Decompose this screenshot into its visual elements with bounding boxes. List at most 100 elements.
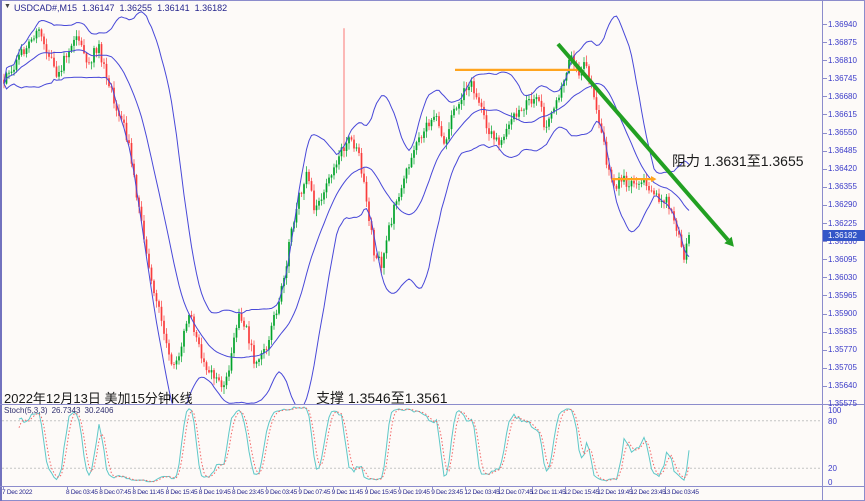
drawing-objects[interactable] xyxy=(455,42,734,247)
resistance-annotation: 阻力 1.3631至1.3655 xyxy=(672,153,804,169)
price-axis-label: 1.36030 xyxy=(828,272,857,282)
price-axis-label: 1.36420 xyxy=(828,164,857,174)
price-axis-label: 1.36680 xyxy=(828,91,857,101)
time-axis-tick xyxy=(399,487,400,490)
time-axis-label: 8 Dec 07:45 xyxy=(99,489,131,496)
price-axis-tick xyxy=(823,259,827,261)
stoch-scale-label: 0 xyxy=(828,478,833,487)
price-axis-label: 1.35640 xyxy=(828,381,857,391)
stoch-d-value: 30.2406 xyxy=(84,406,114,415)
time-axis-label: 12 Dec 11:45 xyxy=(530,489,566,496)
time-axis-tick xyxy=(531,487,533,490)
price-axis-tick xyxy=(823,349,827,351)
time-axis-tick xyxy=(332,487,334,490)
price-axis-tick xyxy=(823,24,827,25)
price-axis-label: 1.36810 xyxy=(828,55,857,65)
price-axis-tick xyxy=(823,367,827,369)
time-axis-tick xyxy=(565,487,566,490)
ohlc-high: 1.36255 xyxy=(119,3,153,13)
price-axis-label: 1.36550 xyxy=(828,128,857,138)
time-axis-label: 8 Dec 23:45 xyxy=(232,489,264,496)
time-axis-label: 8 Dec 19:45 xyxy=(198,489,231,496)
time-axis-tick xyxy=(299,487,301,490)
price-axis-tick xyxy=(823,168,827,170)
price-axis-label: 1.36160 xyxy=(828,236,857,246)
price-axis-tick xyxy=(823,186,827,188)
time-axis-label: 8 Dec 03:45 xyxy=(66,489,98,496)
price-axis-label: 1.36615 xyxy=(828,109,857,119)
time-axis-label: 8 Dec 15:45 xyxy=(165,489,198,496)
ohlc-close: 1.36182 xyxy=(194,3,228,13)
downtrend-line[interactable] xyxy=(556,42,730,242)
price-axis-tick xyxy=(823,295,827,297)
price-axis-tick xyxy=(823,114,827,116)
time-axis-tick xyxy=(498,487,500,490)
chart-title: ▼ USDCAD#,M15 1.36147 1.36255 1.36141 1.36182 xyxy=(4,3,227,13)
time-axis-label: 12 Dec 07:45 xyxy=(497,489,533,496)
bollinger-middle-band[interactable] xyxy=(3,49,690,359)
time-axis-tick xyxy=(67,487,68,490)
price-axis-label: 1.35900 xyxy=(828,309,857,319)
price-axis-tick xyxy=(823,277,827,279)
main-price-pane xyxy=(3,11,690,415)
time-axis-label: 13 Dec 03:45 xyxy=(663,489,699,496)
downtrend-arrowhead[interactable] xyxy=(724,236,734,247)
stoch-scale-label: 80 xyxy=(828,416,837,426)
time-axis-label: 9 Dec 15:45 xyxy=(364,489,397,496)
price-axis-label: 1.36095 xyxy=(828,254,857,264)
stoch-k-value: 26.7343 xyxy=(51,406,81,415)
time-axis-label: 9 Dec 19:45 xyxy=(398,489,430,496)
price-axis-tick xyxy=(823,96,827,98)
collapse-icon[interactable]: ▼ xyxy=(4,3,11,10)
time-axis-tick xyxy=(365,487,367,490)
time-axis-label: 12 Dec 23:45 xyxy=(630,489,666,496)
price-axis-label: 1.35575 xyxy=(828,399,857,409)
chart-symbol: USDCAD#,M15 xyxy=(13,3,77,13)
stoch-name: Stoch(5,3,3) xyxy=(4,406,48,415)
resistance-arrowhead[interactable] xyxy=(651,176,657,183)
time-axis-label: 9 Dec 23:45 xyxy=(431,489,463,496)
price-axis-tick xyxy=(823,204,827,206)
price-axis-tick xyxy=(823,42,827,44)
current-price-value: 1.36182 xyxy=(828,230,857,240)
time-axis-tick xyxy=(465,487,467,490)
time-axis-label: 7 Dec 2022 xyxy=(2,489,33,496)
bollinger-upper-band[interactable] xyxy=(3,11,690,314)
time-axis-tick xyxy=(3,487,4,490)
price-axis-tick xyxy=(823,150,827,152)
time-axis-label: 8 Dec 11:45 xyxy=(132,489,164,496)
stoch-scale-label: 100 xyxy=(828,406,842,415)
time-axis-tick xyxy=(432,487,434,490)
time-axis-label: 12 Dec 19:45 xyxy=(597,489,633,496)
price-axis-label: 1.36875 xyxy=(828,37,857,47)
ohlc-open: 1.36147 xyxy=(81,3,115,13)
time-axis-tick xyxy=(199,487,201,490)
stoch-indicator-label: Stoch(5,3,3) 26.7343 30.2406 xyxy=(4,406,117,415)
time-axis-tick xyxy=(133,487,135,490)
price-axis-label: 1.36940 xyxy=(828,19,857,29)
bollinger-lower-band[interactable] xyxy=(3,76,690,415)
price-axis-tick xyxy=(823,385,827,387)
price-axis-tick xyxy=(823,223,827,225)
price-axis-tick xyxy=(823,60,827,62)
stoch-scale-label: 20 xyxy=(828,464,837,474)
price-axis-label: 1.36485 xyxy=(828,146,857,156)
stoch-d-line xyxy=(18,407,690,483)
support-annotation: 支撑 1.3546至1.3561 xyxy=(316,390,448,406)
price-axis-tick xyxy=(823,403,827,405)
time-axis-tick xyxy=(100,487,102,490)
time-axis-label: 9 Dec 11:45 xyxy=(331,489,364,496)
price-axis-tick xyxy=(823,132,827,134)
time-axis-tick xyxy=(598,487,600,490)
time-axis-label: 9 Dec 03:45 xyxy=(265,489,297,496)
ohlc-low: 1.36141 xyxy=(157,3,190,13)
price-axis-label: 1.36355 xyxy=(828,182,857,192)
price-axis-label: 1.35835 xyxy=(828,327,857,337)
price-axis-label: 1.36290 xyxy=(828,200,857,210)
time-axis-tick xyxy=(664,487,666,490)
price-axis-tick xyxy=(823,78,827,80)
time-axis-label: 9 Dec 07:45 xyxy=(298,489,331,496)
time-axis-tick xyxy=(233,487,234,490)
